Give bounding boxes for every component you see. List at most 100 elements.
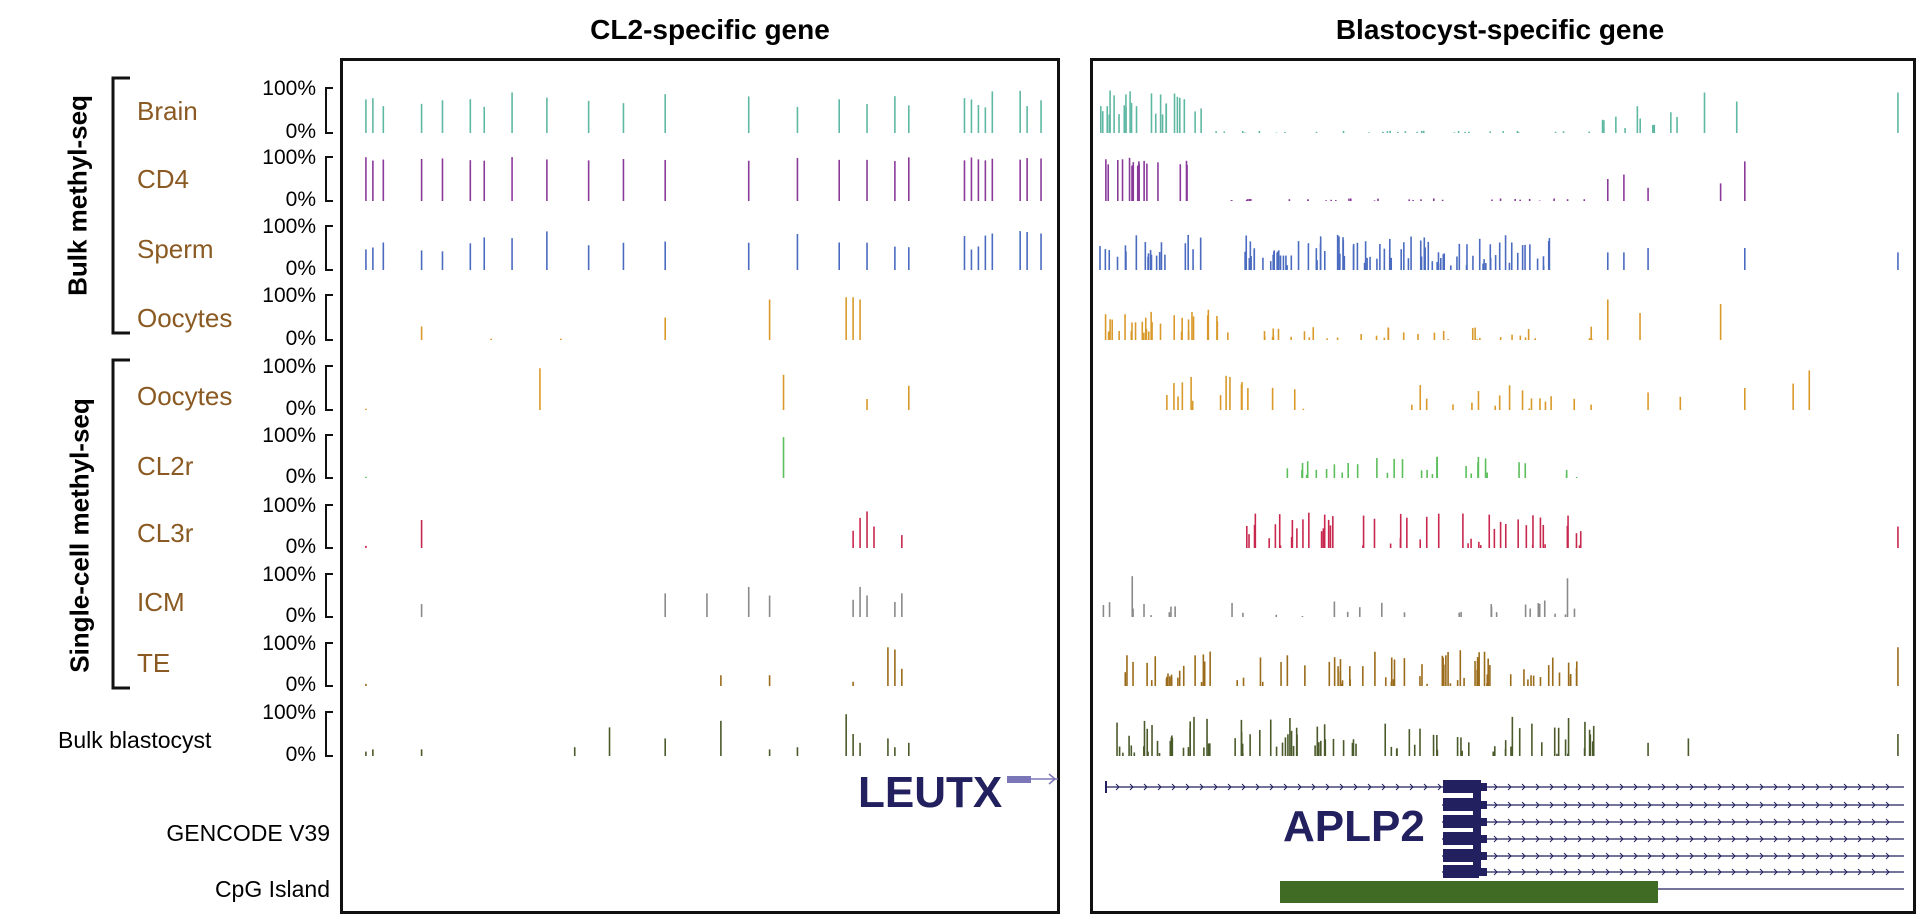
tick-label-100: 100% xyxy=(262,424,316,447)
aplp2-exon xyxy=(1443,865,1479,878)
strand-chevron xyxy=(1815,852,1820,860)
strand-chevron xyxy=(1787,868,1792,876)
strand-chevron xyxy=(1605,868,1610,876)
axis-bracket xyxy=(325,365,333,411)
strand-chevron xyxy=(1535,835,1540,843)
strand-chevron xyxy=(1759,818,1764,826)
strand-chevron xyxy=(1759,835,1764,843)
strand-chevron xyxy=(1689,783,1694,791)
strand-chevron xyxy=(1675,783,1680,791)
strand-chevron xyxy=(1689,818,1694,826)
strand-chevron xyxy=(1689,801,1694,809)
strand-chevron xyxy=(1633,783,1638,791)
axis-bracket xyxy=(325,504,333,549)
strand-chevron xyxy=(1577,852,1582,860)
tick-label-0: 0% xyxy=(285,673,316,696)
tick-label-100: 100% xyxy=(262,632,316,655)
cpg-island-bar xyxy=(1280,881,1658,903)
strand-chevron xyxy=(1591,783,1596,791)
strand-chevron xyxy=(1493,835,1498,843)
strand-chevron xyxy=(1143,783,1148,791)
strand-chevron xyxy=(1689,868,1694,876)
strand-chevron xyxy=(1801,783,1806,791)
strand-chevron xyxy=(1745,852,1750,860)
strand-chevron xyxy=(1843,852,1848,860)
aplp2-utr xyxy=(1479,783,1487,791)
strand-chevron xyxy=(1773,868,1778,876)
strand-chevron xyxy=(1647,801,1652,809)
strand-chevron xyxy=(1549,868,1554,876)
strand-chevron xyxy=(1857,818,1862,826)
tick-label-0: 0% xyxy=(285,743,316,766)
strand-chevron xyxy=(1633,852,1638,860)
strand-chevron xyxy=(1493,852,1498,860)
strand-chevron xyxy=(1577,868,1582,876)
strand-chevron xyxy=(1549,783,1554,791)
strand-chevron xyxy=(1633,818,1638,826)
panel-title-blastocyst: Blastocyst-specific gene xyxy=(1335,14,1665,45)
strand-chevron xyxy=(1423,783,1428,791)
track-label-bulk-blastocyst: Bulk blastocyst xyxy=(58,727,212,753)
track-label-icm: ICM xyxy=(137,587,185,617)
axis-bracket xyxy=(325,294,333,341)
strand-chevron xyxy=(1241,783,1246,791)
strand-chevron xyxy=(1717,852,1722,860)
strand-chevron xyxy=(1605,801,1610,809)
strand-chevron xyxy=(1829,852,1834,860)
strand-chevron xyxy=(1129,783,1134,791)
strand-chevron xyxy=(1703,801,1708,809)
aplp2-utr xyxy=(1479,818,1487,826)
strand-chevron xyxy=(1829,818,1834,826)
leutx-strand-arrow xyxy=(1048,773,1057,785)
axis-bracket xyxy=(325,711,333,757)
strand-chevron xyxy=(1843,868,1848,876)
strand-chevron xyxy=(1815,801,1820,809)
panel-title-cl2: CL2-specific gene xyxy=(590,14,830,45)
group-bracket-single xyxy=(111,358,130,690)
strand-chevron xyxy=(1745,818,1750,826)
tick-label-0: 0% xyxy=(285,604,316,627)
strand-chevron xyxy=(1885,852,1890,860)
strand-chevron xyxy=(1829,801,1834,809)
axis-bracket xyxy=(325,434,333,479)
strand-chevron xyxy=(1311,783,1316,791)
strand-chevron xyxy=(1563,868,1568,876)
strand-chevron xyxy=(1647,783,1652,791)
strand-chevron xyxy=(1787,801,1792,809)
strand-chevron xyxy=(1731,852,1736,860)
strand-chevron xyxy=(1535,801,1540,809)
strand-chevron xyxy=(1661,783,1666,791)
strand-chevron xyxy=(1535,818,1540,826)
strand-chevron xyxy=(1675,801,1680,809)
strand-chevron xyxy=(1507,835,1512,843)
strand-chevron xyxy=(1787,852,1792,860)
strand-chevron xyxy=(1367,783,1372,791)
group-bracket-bulk xyxy=(111,76,130,335)
strand-chevron xyxy=(1731,801,1736,809)
strand-chevron xyxy=(1773,801,1778,809)
track-label-cl3r: CL3r xyxy=(137,518,194,548)
strand-chevron xyxy=(1885,783,1890,791)
strand-chevron xyxy=(1297,783,1302,791)
aplp2-exon xyxy=(1443,832,1479,845)
strand-chevron xyxy=(1871,835,1876,843)
strand-chevron xyxy=(1717,783,1722,791)
strand-chevron xyxy=(1675,868,1680,876)
track-label-brain: Brain xyxy=(137,96,198,126)
strand-chevron xyxy=(1717,868,1722,876)
axis-bracket xyxy=(325,642,333,687)
strand-chevron xyxy=(1759,868,1764,876)
strand-chevron xyxy=(1857,783,1862,791)
gene-name-aplp2: APLP2 xyxy=(1283,802,1425,851)
strand-chevron xyxy=(1801,868,1806,876)
strand-chevron xyxy=(1703,868,1708,876)
leutx-exon xyxy=(1007,776,1031,783)
tick-label-100: 100% xyxy=(262,494,316,517)
strand-chevron xyxy=(1661,835,1666,843)
strand-chevron xyxy=(1185,783,1190,791)
strand-chevron xyxy=(1493,868,1498,876)
strand-chevron xyxy=(1829,868,1834,876)
strand-chevron xyxy=(1521,835,1526,843)
strand-chevron xyxy=(1731,868,1736,876)
strand-chevron xyxy=(1773,818,1778,826)
